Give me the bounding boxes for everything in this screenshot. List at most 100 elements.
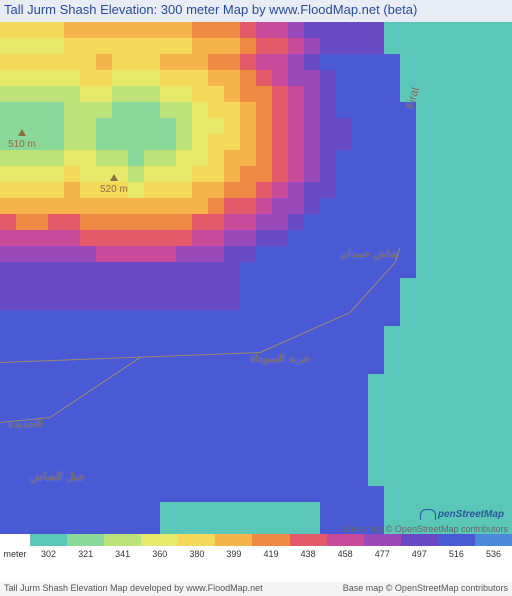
legend-tick: 419 [252,546,289,560]
elevation-cell [112,278,128,294]
elevation-cell [32,86,48,102]
elevation-cell [256,262,272,278]
elevation-cell [288,214,304,230]
elevation-cell [416,358,432,374]
elevation-cell [96,134,112,150]
elevation-cell [480,294,496,310]
elevation-cell [320,438,336,454]
elevation-cell [384,134,400,150]
elevation-cell [368,70,384,86]
elevation-cell [384,102,400,118]
elevation-cell [448,470,464,486]
elevation-cell [256,278,272,294]
elevation-cell [80,406,96,422]
elevation-cell [384,54,400,70]
elevation-cell [416,342,432,358]
elevation-cell [496,38,512,54]
elevation-cell [288,182,304,198]
elevation-cell [0,182,16,198]
elevation-cell [336,390,352,406]
elevation-cell [352,486,368,502]
elevation-cell [416,230,432,246]
elevation-cell [480,150,496,166]
elevation-cell [256,502,272,518]
elevation-cell [496,22,512,38]
elevation-cell [144,518,160,534]
elevation-cell [432,198,448,214]
elevation-cell [336,454,352,470]
elevation-cell [80,182,96,198]
elevation-cell [272,102,288,118]
elevation-cell [48,518,64,534]
elevation-cell [192,374,208,390]
elevation-cell [32,246,48,262]
elevation-cell [256,486,272,502]
elevation-cell [480,438,496,454]
elevation-cell [480,86,496,102]
elevation-cell [320,470,336,486]
elevation-cell [176,518,192,534]
elevation-cell [384,198,400,214]
elevation-cell [352,54,368,70]
elevation-cell [432,310,448,326]
elevation-cell [64,198,80,214]
elevation-cell [128,278,144,294]
elevation-cell [240,230,256,246]
elevation-cell [288,134,304,150]
legend-swatch [364,534,401,546]
elevation-cell [144,294,160,310]
elevation-cell [336,38,352,54]
elevation-cell [368,198,384,214]
elevation-cell [80,438,96,454]
elevation-cell [80,102,96,118]
legend-swatch [252,534,289,546]
legend-swatch [290,534,327,546]
elevation-cell [160,406,176,422]
elevation-cell [176,502,192,518]
elevation-cell [400,150,416,166]
elevation-cell [224,278,240,294]
elevation-cell [144,150,160,166]
elevation-cell [320,198,336,214]
elevation-cell [80,518,96,534]
elevation-cell [288,166,304,182]
elevation-cell [96,406,112,422]
elevation-cell [144,102,160,118]
elevation-cell [384,454,400,470]
elevation-cell [16,294,32,310]
elevation-cell [352,118,368,134]
elevation-cell [160,438,176,454]
elevation-cell [240,278,256,294]
elevation-cell [64,134,80,150]
elevation-cell [416,102,432,118]
elevation-cell [384,342,400,358]
elevation-cell [0,118,16,134]
elevation-cell [448,246,464,262]
elevation-cell [208,358,224,374]
elevation-cell [288,278,304,294]
elevation-cell [384,326,400,342]
elevation-cell [0,342,16,358]
elevation-cell [256,294,272,310]
elevation-cell [240,438,256,454]
elevation-cell [272,294,288,310]
elevation-cell [352,374,368,390]
elevation-cell [368,230,384,246]
elevation-cell [80,502,96,518]
elevation-cell [240,326,256,342]
elevation-cell [480,166,496,182]
elevation-cell [368,150,384,166]
elevation-cell [464,374,480,390]
elevation-cell [304,246,320,262]
elevation-cell [256,470,272,486]
elevation-cell [304,182,320,198]
elevation-cell [176,102,192,118]
elevation-cell [304,294,320,310]
elevation-cell [64,422,80,438]
elevation-cell [416,438,432,454]
elevation-cell [496,182,512,198]
elevation-cell [144,38,160,54]
elevation-cell [272,230,288,246]
elevation-cell [160,294,176,310]
elevation-cell [352,454,368,470]
